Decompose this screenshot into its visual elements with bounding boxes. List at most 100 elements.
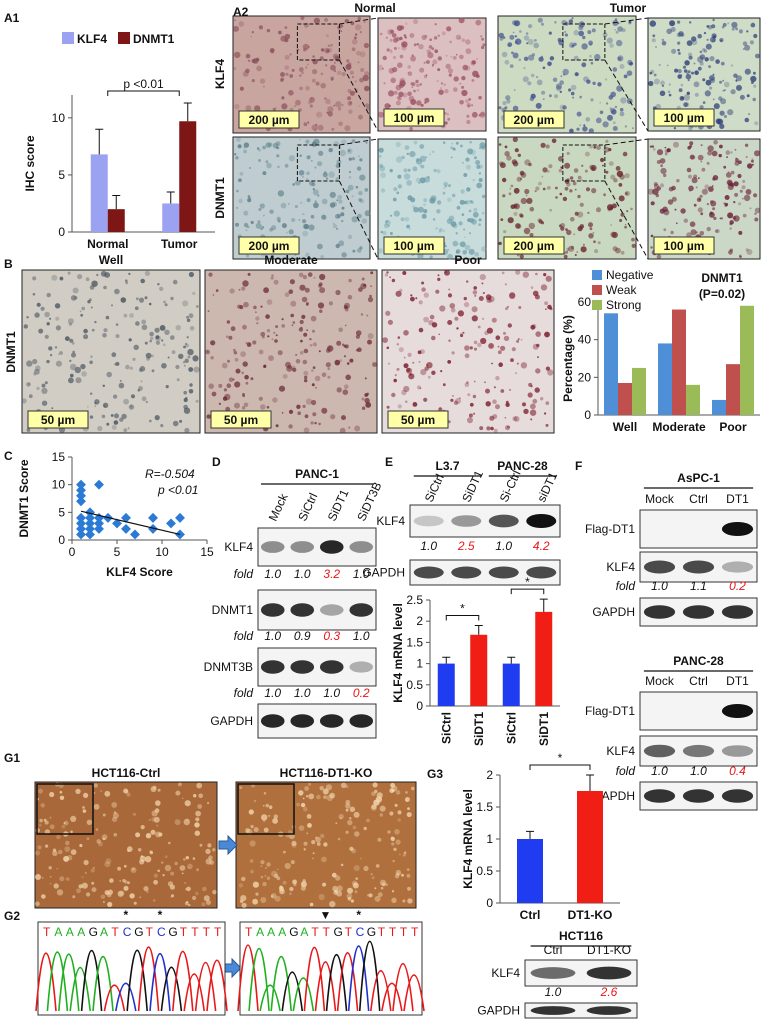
cell-texture (291, 842, 297, 848)
cell-texture (577, 194, 581, 199)
cell-texture (573, 55, 579, 61)
trace-peak (137, 946, 160, 1012)
cell-texture (467, 417, 473, 424)
cell-texture (265, 803, 270, 808)
cell-texture (245, 53, 251, 59)
cell-texture (729, 220, 734, 225)
cell-texture (481, 45, 485, 50)
band (721, 745, 754, 757)
cell-texture (525, 32, 529, 35)
cell-texture (69, 338, 74, 343)
cell-texture (413, 140, 418, 145)
cell-texture (694, 70, 699, 75)
cell-texture (299, 86, 303, 91)
cell-texture (468, 248, 475, 255)
cell-texture (184, 800, 191, 807)
cell-texture (509, 188, 512, 190)
bar (470, 634, 488, 706)
cell-texture (393, 47, 397, 50)
cell-texture (711, 24, 716, 29)
cell-texture (523, 35, 530, 41)
cell-texture (284, 862, 291, 870)
cell-texture (44, 820, 49, 825)
cell-texture (403, 363, 409, 369)
cell-texture (437, 56, 442, 61)
cell-texture (720, 217, 724, 220)
cell-texture (263, 287, 269, 294)
cell-texture (250, 824, 254, 829)
cell-texture (481, 246, 487, 252)
cell-texture (442, 191, 446, 195)
cell-texture (175, 324, 182, 331)
cell-texture (212, 889, 217, 895)
cell-texture (56, 889, 64, 896)
band (319, 604, 344, 616)
cell-texture (395, 156, 403, 163)
cell-texture (230, 326, 236, 332)
cell-texture (26, 382, 31, 387)
cell-texture (347, 184, 354, 191)
cell-texture (377, 837, 382, 842)
cell-texture (355, 24, 362, 31)
cell-texture (338, 121, 343, 127)
cell-texture (734, 160, 740, 166)
cell-texture (707, 145, 714, 152)
cell-texture (277, 868, 279, 871)
cell-texture (159, 286, 164, 291)
band (721, 789, 754, 803)
cell-texture (387, 319, 393, 325)
cell-texture (236, 137, 241, 142)
cell-texture (409, 126, 413, 131)
cell-texture (322, 882, 327, 887)
bar (437, 663, 455, 706)
x-tick-label: 15 (200, 545, 214, 559)
cell-texture (577, 175, 582, 180)
cell-texture (478, 164, 483, 169)
cell-texture (258, 349, 264, 355)
cell-texture (545, 423, 549, 427)
cell-texture (98, 841, 103, 847)
cell-texture (303, 348, 309, 354)
cell-texture (349, 101, 352, 104)
cell-texture (755, 53, 760, 59)
x-tick-label: SiCtrl (504, 712, 518, 744)
cell-texture (379, 805, 386, 812)
cell-texture (305, 252, 310, 257)
cell-texture (338, 813, 344, 820)
cell-texture (397, 810, 402, 815)
cell-texture (344, 355, 346, 358)
cell-texture (358, 114, 363, 120)
cell-texture (195, 399, 199, 403)
y-tick-label: 0.5 (476, 864, 493, 878)
cell-texture (309, 96, 315, 103)
cell-texture (677, 20, 681, 24)
cell-texture (568, 245, 575, 252)
cell-texture (262, 804, 265, 807)
lane-label: siDT1 (534, 470, 560, 505)
cell-texture (341, 415, 346, 421)
cell-texture (59, 351, 63, 355)
cell-texture (354, 36, 357, 40)
cell-texture (316, 111, 323, 118)
y-tick-label: 0 (58, 533, 65, 547)
cell-texture (510, 204, 516, 209)
cell-texture (318, 350, 321, 353)
cell-texture (647, 188, 654, 195)
cell-texture (353, 811, 360, 818)
cell-texture (69, 359, 72, 363)
bar (686, 384, 700, 415)
cell-texture (322, 172, 328, 178)
cell-texture (299, 284, 306, 291)
cell-texture (531, 73, 535, 78)
cell-texture (528, 54, 535, 61)
cell-texture (218, 402, 221, 405)
cell-texture (469, 232, 471, 235)
cell-texture (280, 72, 285, 77)
cell-texture (407, 168, 411, 172)
cell-texture (70, 849, 77, 855)
cell-texture (389, 276, 391, 279)
cell-texture (80, 363, 86, 370)
legend-label: KLF4 (77, 32, 107, 46)
cell-texture (269, 209, 274, 214)
cell-texture (711, 150, 718, 157)
